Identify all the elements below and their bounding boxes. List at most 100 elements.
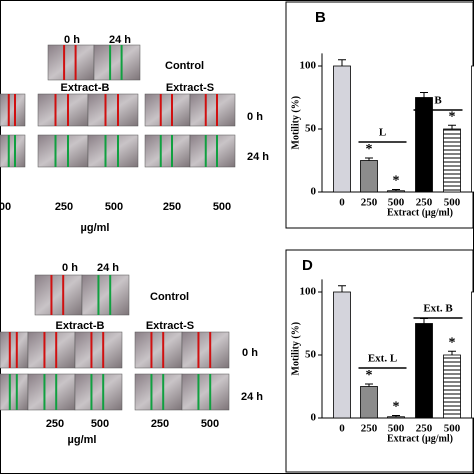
micrograph — [144, 134, 191, 168]
group-label: L — [379, 127, 386, 139]
time-label: 0 h — [64, 34, 80, 46]
bar — [415, 97, 433, 193]
x-tick-label: 0 — [339, 197, 345, 209]
error-bar — [338, 59, 346, 66]
y-axis-label: Motility (%) — [290, 96, 301, 150]
error-bar — [365, 157, 373, 161]
significance-mark: * — [393, 400, 400, 415]
dose-label: 500 — [91, 418, 109, 430]
error-bar — [448, 350, 456, 355]
group-label: Extract-S — [146, 320, 194, 332]
bar — [333, 291, 351, 419]
micrograph — [74, 331, 123, 369]
micrograph — [81, 274, 130, 316]
time-label: 0 h — [62, 262, 78, 274]
y-axis-label: Motility (%) — [290, 322, 301, 376]
dose-label: 500 — [201, 418, 219, 430]
panel-letter: B — [315, 9, 326, 26]
y-tick-label: 100 — [300, 286, 317, 298]
error-bar — [448, 124, 456, 129]
micrograph — [34, 274, 83, 316]
time-label: 24 h — [97, 262, 119, 274]
micrograph — [0, 134, 26, 168]
x-axis-label: Extract (µg/ml) — [387, 207, 453, 218]
x-axis-label: Extract (µg/ml) — [387, 433, 453, 444]
x-tick-label: 250 — [416, 197, 433, 209]
unit-label: µg/ml — [68, 434, 97, 446]
micrograph — [87, 93, 139, 127]
group-label: Ext. B — [423, 303, 453, 315]
y-tick-label: 0 — [311, 412, 317, 424]
bar — [471, 65, 474, 193]
micrograph — [74, 373, 123, 411]
micrograph — [37, 93, 89, 127]
dose-label: 250 — [46, 418, 64, 430]
significance-mark: * — [449, 109, 456, 124]
x-tick-label: 500 — [444, 423, 461, 435]
micrograph — [37, 134, 89, 168]
time-label: 24 h — [109, 34, 131, 46]
error-bar — [420, 317, 428, 324]
control-label: Control — [165, 60, 204, 72]
micrograph — [0, 373, 29, 411]
error-bar — [392, 414, 400, 417]
bar — [360, 160, 378, 193]
micrograph — [0, 93, 26, 127]
group-label: Extract-B — [56, 320, 105, 332]
dose-label: 250 — [151, 418, 169, 430]
x-tick-label: 500 — [388, 197, 405, 209]
x-tick-label: 500 — [444, 197, 461, 209]
bar — [471, 291, 474, 419]
time-label: 0 h — [242, 347, 258, 359]
significance-mark: * — [393, 174, 400, 189]
dose-label: 00 — [0, 201, 11, 213]
micrograph — [189, 134, 236, 168]
micrograph — [134, 373, 183, 411]
micrograph — [47, 44, 95, 81]
y-tick-label: 50 — [305, 349, 317, 361]
micrograph — [189, 93, 236, 127]
bar — [333, 65, 351, 193]
y-tick-label: 0 — [311, 186, 317, 198]
bar — [443, 354, 461, 419]
error-bar — [420, 91, 428, 98]
group-label: Extract-B — [61, 82, 110, 94]
group-label: Ext. L — [368, 353, 397, 365]
x-tick-label: 250 — [361, 423, 378, 435]
error-bar — [338, 285, 346, 292]
micrograph — [144, 93, 191, 127]
dose-label: 250 — [55, 201, 73, 213]
micrograph — [87, 134, 139, 168]
x-tick-label: 250 — [361, 197, 378, 209]
micrograph — [134, 331, 183, 369]
y-tick-label: 50 — [305, 123, 317, 135]
x-tick-label: 0 — [339, 423, 345, 435]
significance-mark: * — [366, 142, 373, 157]
unit-label: µg/ml — [81, 222, 110, 234]
micrograph — [27, 331, 76, 369]
bar — [387, 416, 405, 419]
micrograph — [27, 373, 76, 411]
group-label: Extract-S — [166, 82, 214, 94]
x-tick-label: 250 — [416, 423, 433, 435]
significance-mark: * — [449, 335, 456, 350]
time-label: 0 h — [247, 111, 263, 123]
y-tick-label: 100 — [300, 60, 317, 72]
bar — [443, 128, 461, 193]
control-label: Control — [150, 291, 189, 303]
bar — [360, 386, 378, 419]
micrograph — [181, 331, 230, 369]
panel-letter: D — [302, 257, 313, 274]
bar — [415, 323, 433, 419]
dose-label: 500 — [105, 201, 123, 213]
micrograph — [93, 44, 141, 81]
time-label: 24 h — [247, 151, 269, 163]
micrograph — [181, 373, 230, 411]
significance-mark: * — [366, 368, 373, 383]
error-bar — [392, 188, 400, 191]
time-label: 24 h — [241, 391, 263, 403]
error-bar — [365, 383, 373, 387]
micrograph — [0, 331, 29, 369]
